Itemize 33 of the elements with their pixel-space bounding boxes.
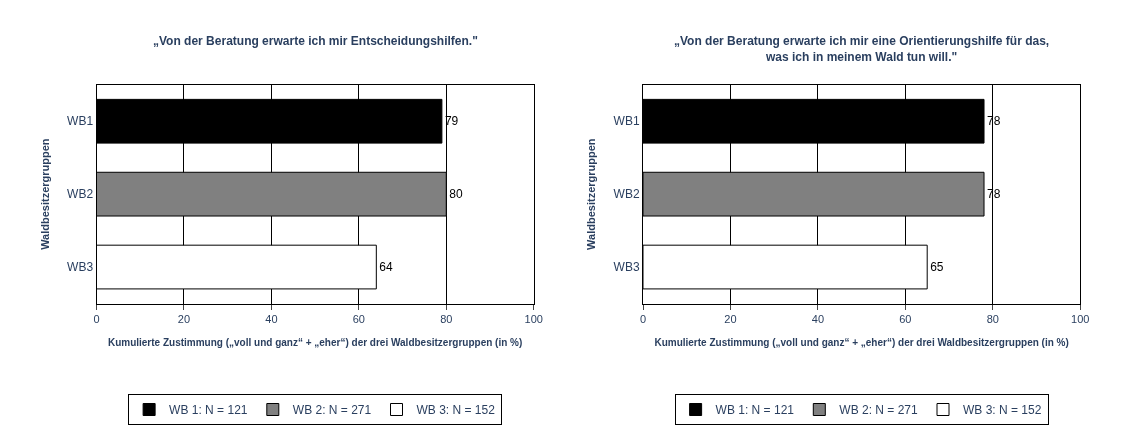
y-tick-label: WB3 xyxy=(613,260,640,275)
x-tick-label: 60 xyxy=(899,312,912,325)
legend-label: WB 1: N = 121 xyxy=(715,403,795,418)
legend-label: WB 2: N = 271 xyxy=(839,403,918,418)
x-tick-label: 100 xyxy=(524,312,543,325)
x-axis-title: Kumulierte Zustimmung („voll und ganz“ + „eher“) der drei Waldbesitzergruppen (in %) xyxy=(107,337,523,349)
x-tick-label: 20 xyxy=(177,312,191,325)
legend-label: WB 3: N = 152 xyxy=(416,403,496,418)
x-tick-label: 40 xyxy=(265,312,278,325)
legend-label: WB 3: N = 152 xyxy=(963,403,1042,418)
y-tick-label: WB1 xyxy=(613,114,640,129)
y-tick-label: WB3 xyxy=(67,260,94,275)
data-label: 64 xyxy=(379,260,393,275)
x-tick-label: 40 xyxy=(811,312,825,325)
x-tick-label: 0 xyxy=(639,312,647,325)
y-tick-label: WB2 xyxy=(613,187,640,202)
chart-title: „Von der Beratung erwarte ich mir Entscheidungshilfen." xyxy=(153,34,478,48)
x-tick-label: 80 xyxy=(440,312,453,325)
legend-label: WB 2: N = 271 xyxy=(292,403,372,418)
x-tick-label: 100 xyxy=(1071,312,1090,325)
y-axis-title: Waldbesitzergruppen xyxy=(585,138,598,250)
x-tick-label: 0 xyxy=(93,312,100,325)
data-label: 80 xyxy=(449,187,463,202)
x-tick-label: 80 xyxy=(986,312,999,325)
y-tick-label: WB1 xyxy=(67,114,94,129)
x-tick-label: 60 xyxy=(352,312,365,325)
legend-label: WB 1: N = 121 xyxy=(169,403,248,418)
x-tick-label: 20 xyxy=(724,312,737,325)
x-axis-title: Kumulierte Zustimmung („voll und ganz“ + „eher“) der drei Waldbesitzergruppen (in %) xyxy=(654,337,1069,349)
data-label: 65 xyxy=(930,260,944,275)
chart-title: „Von der Beratung erwarte ich mir eine Orientierungshilfe für das, was ich in meinem Wald tun will." xyxy=(674,34,1050,64)
y-tick-label: WB2 xyxy=(67,187,94,202)
y-axis-title: Waldbesitzergruppen xyxy=(38,138,51,250)
